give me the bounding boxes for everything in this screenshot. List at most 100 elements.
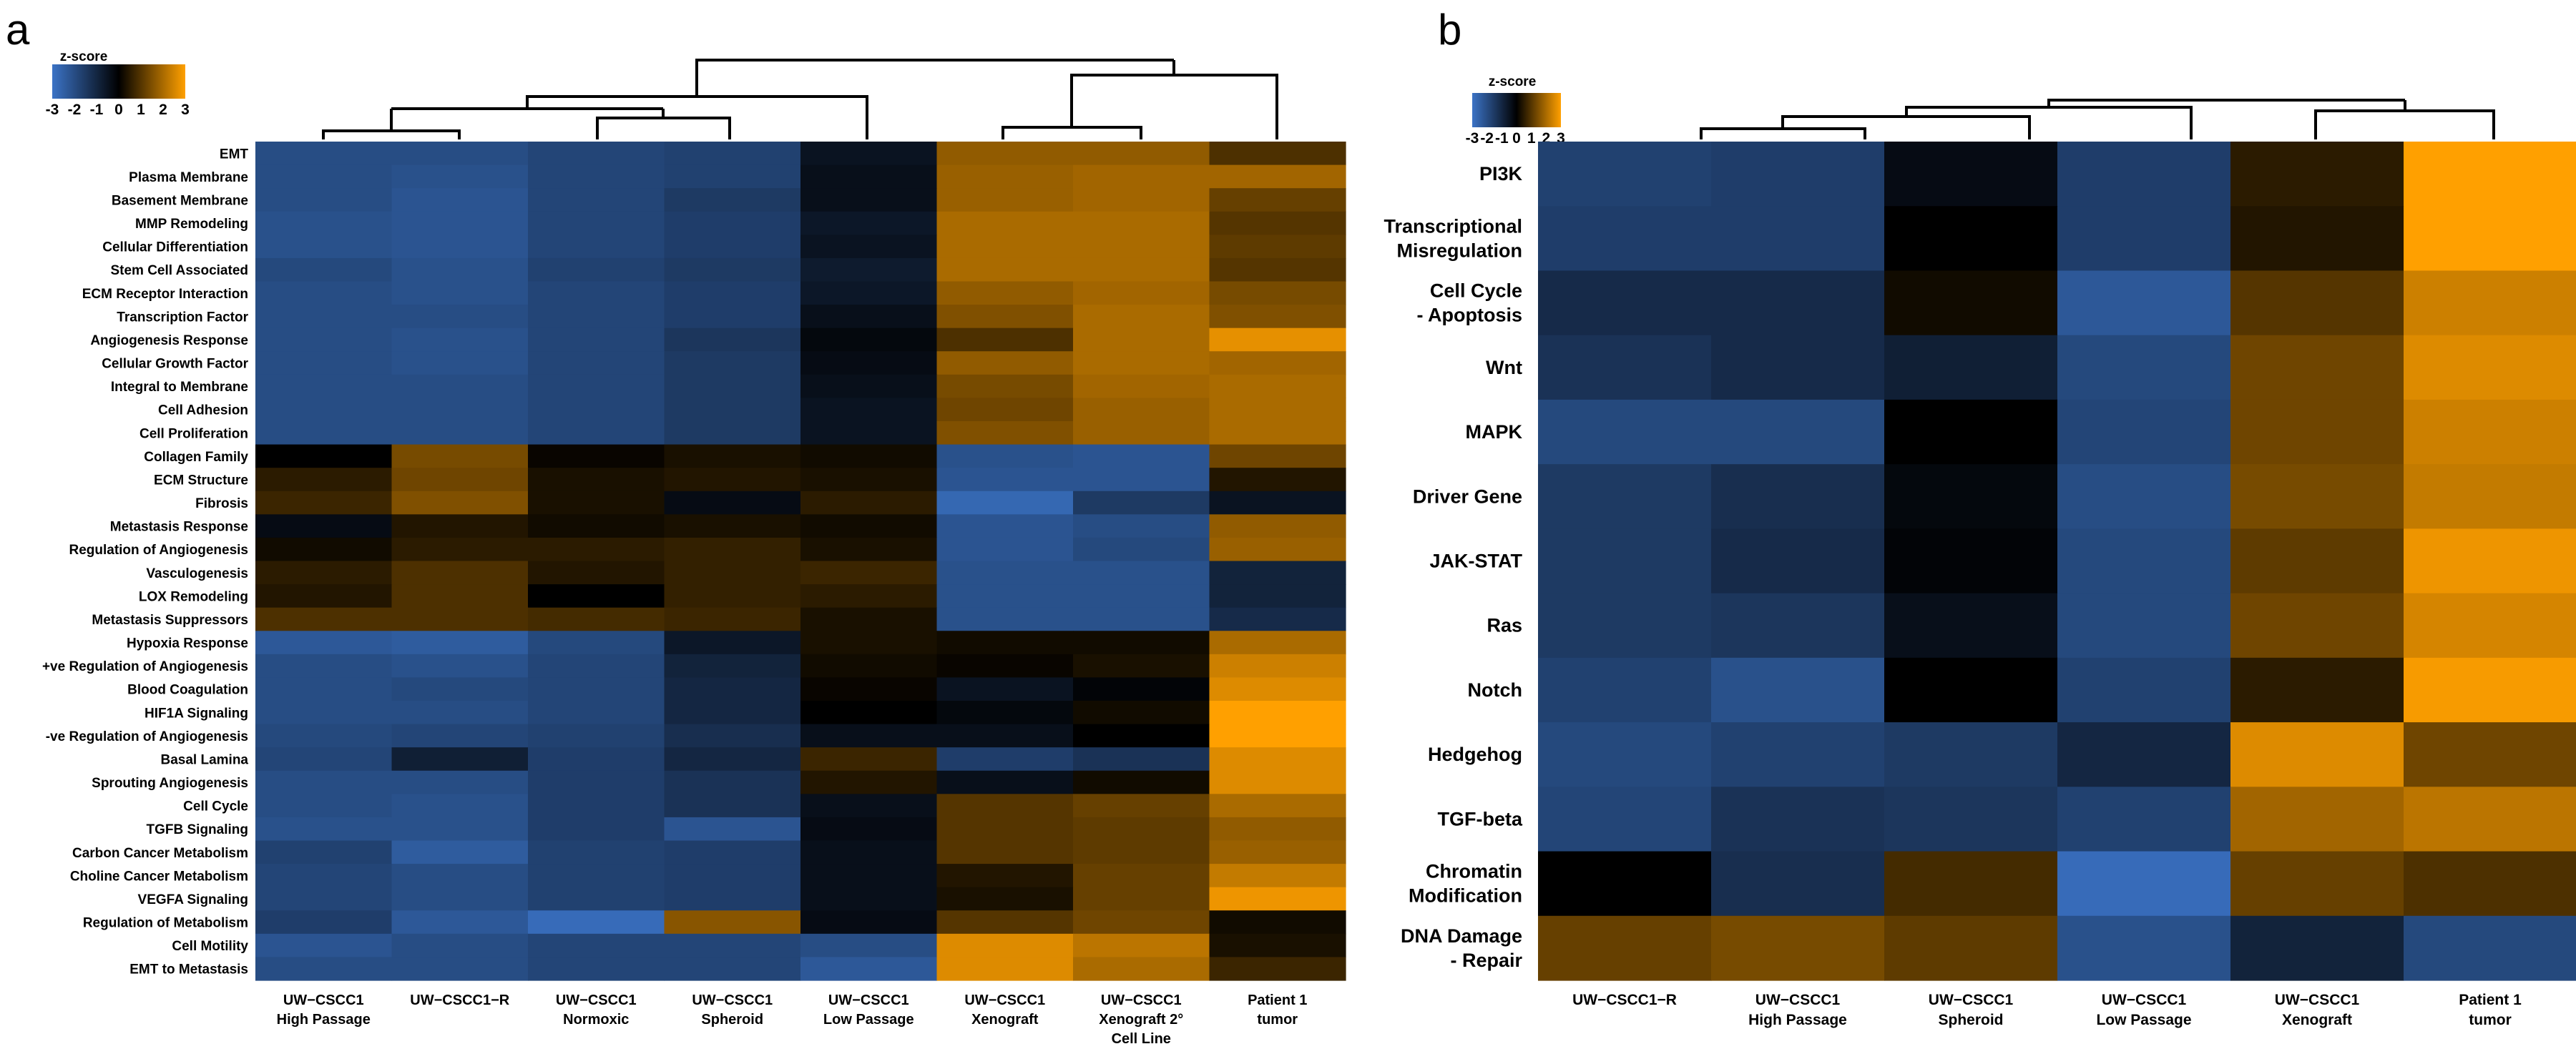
row-label: Plasma Membrane [129,170,248,185]
heatmap-cell [1884,593,2058,659]
legend-tick-label: -3 [1466,130,1479,147]
heatmap-cell [1884,335,2058,400]
heatmap-cell [800,421,938,445]
heatmap-cell [1209,444,1346,468]
heatmap-cell [2057,528,2231,594]
heatmap-cell [528,770,665,794]
heatmap-cell [936,607,1074,631]
heatmap-cell [936,864,1074,888]
heatmap-cell [528,817,665,842]
row-label: Hypoxia Response [127,636,248,651]
heatmap-cell [1209,631,1346,655]
heatmap-cell [2057,593,2231,659]
column-label: UW−CSCC1 Spheroid [692,992,773,1028]
heatmap-cell [2057,787,2231,852]
row-label: Chromatin Modification [1409,861,1522,907]
row-label: EMT to Metastasis [129,962,248,977]
heatmap-cell [800,561,938,585]
heatmap-cell [936,631,1074,655]
heatmap-cell [255,257,393,282]
heatmap-cell [936,421,1074,445]
heatmap-cell [1209,327,1346,352]
heatmap-cell [528,188,665,212]
heatmap-cell [664,910,801,935]
heatmap-cell [528,887,665,911]
heatmap-cell [1884,399,2058,465]
heatmap-cell [255,933,393,958]
column-label: UW−CSCC1 Xenograft 2° Cell Line [1099,992,1183,1047]
heatmap-cell [2230,528,2404,594]
heatmap-cell [1209,607,1346,631]
heatmap-cell [664,257,801,282]
row-label: Metastasis Suppressors [92,613,248,628]
heatmap-cell [1073,305,1210,329]
legend-tick-label: -3 [46,102,59,118]
heatmap-cell [528,724,665,748]
heatmap-cell [664,677,801,701]
heatmap-cell [255,747,393,772]
heatmap-cell [800,887,938,911]
row-label: Sprouting Angiogenesis [92,776,248,791]
column-label: Patient 1 tumor [2459,992,2522,1028]
heatmap-cell [2404,206,2576,272]
heatmap-cell [936,444,1074,468]
heatmap-cell [800,654,938,679]
row-label: Blood Coagulation [127,683,248,698]
row-label: HIF1A Signaling [145,706,248,721]
heatmap-cell [391,770,529,794]
heatmap-cell [528,864,665,888]
panel-a-dendrogram-branch [1001,126,1142,139]
heatmap-cell [800,747,938,772]
heatmap-cell [1711,657,1885,723]
heatmap-cell [1884,142,2058,207]
heatmap-cell [255,235,393,259]
legend-tick-label: 1 [1527,130,1536,147]
panel-b-dendrogram-branch [1700,127,1866,139]
heatmap-cell [255,327,393,352]
heatmap-cell [800,327,938,352]
heatmap-cell [936,957,1074,981]
heatmap-cell [1073,724,1210,748]
heatmap-cell [391,444,529,468]
heatmap-cell [2404,851,2576,917]
heatmap-cell [1209,374,1346,399]
heatmap-cell [255,794,393,818]
panel-b-heatmap [1538,142,2576,981]
column-label: UW−CSCC1 High Passage [1748,992,1847,1028]
heatmap-cell [391,142,529,166]
heatmap-cell [664,421,801,445]
panel-b-legend: z-score -3 -2 -1 0 1 2 3 [1466,74,1565,147]
heatmap-cell [255,142,393,166]
heatmap-cell [255,514,393,538]
column-label: UW−CSCC1 Xenograft [2275,992,2360,1028]
legend-tick-label: -2 [1480,130,1494,147]
row-label: Cell Cycle [183,799,248,814]
panel-a-legend-title: z-score [60,49,108,64]
heatmap-cell [1209,933,1346,958]
heatmap-cell [1209,677,1346,701]
heatmap-cell [1073,701,1210,725]
heatmap-cell [1073,677,1210,701]
heatmap-cell [528,351,665,375]
heatmap-cell [936,770,1074,794]
heatmap-cell [2057,722,2231,787]
heatmap-cell [936,491,1074,515]
panel-b-legend-title: z-score [1489,74,1537,89]
heatmap-cell [528,794,665,818]
heatmap-cell [936,677,1074,701]
heatmap-cell [255,864,393,888]
row-label: LOX Remodeling [139,589,248,604]
heatmap-cell [1073,864,1210,888]
heatmap-cell [800,840,938,865]
heatmap-cell [1209,188,1346,212]
heatmap-cell [255,677,393,701]
row-label: Stem Cell Associated [110,263,248,278]
heatmap-cell [528,444,665,468]
heatmap-cell [664,537,801,562]
heatmap-cell [528,327,665,352]
heatmap-cell [1073,514,1210,538]
heatmap-cell [1711,915,1885,981]
row-label: Ras [1487,615,1522,636]
heatmap-cell [664,351,801,375]
heatmap-cell [2057,270,2231,336]
